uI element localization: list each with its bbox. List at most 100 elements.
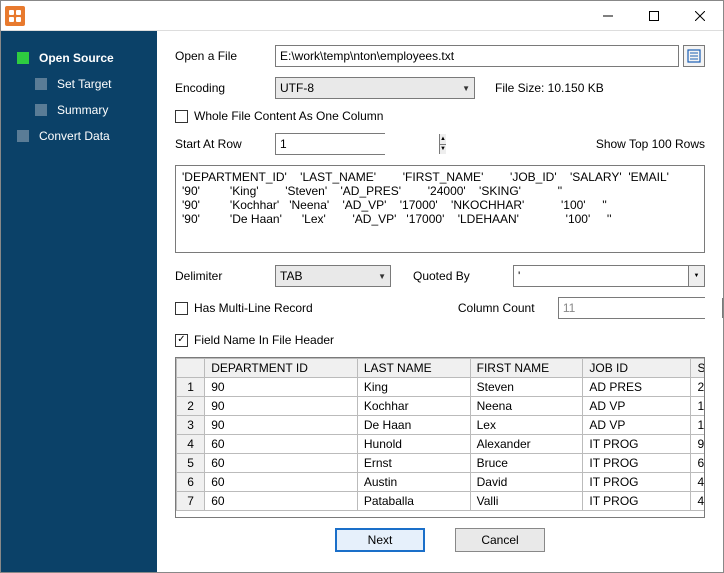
next-button[interactable]: Next <box>335 528 425 552</box>
encoding-select[interactable]: UTF-8 ▼ <box>275 77 475 99</box>
chevron-down-icon: ▼ <box>378 272 386 281</box>
table-cell[interactable]: AD VP <box>583 397 691 416</box>
cancel-button[interactable]: Cancel <box>455 528 545 552</box>
table-cell[interactable]: 4800 <box>691 473 705 492</box>
table-cell[interactable]: 24000 <box>691 378 705 397</box>
browse-file-button[interactable] <box>683 45 705 67</box>
table-row[interactable]: 660AustinDavidIT PROG4800D <box>177 473 706 492</box>
table-row[interactable]: 560ErnstBruceIT PROG6000B <box>177 454 706 473</box>
table-cell[interactable]: Neena <box>470 397 583 416</box>
table-cell[interactable]: Lex <box>470 416 583 435</box>
table-cell[interactable]: Bruce <box>470 454 583 473</box>
grid-corner <box>177 359 205 378</box>
header-checkbox[interactable]: ✓ <box>175 334 188 347</box>
step-indicator-icon <box>35 78 47 90</box>
table-cell[interactable]: King <box>357 378 470 397</box>
column-header[interactable]: FIRST NAME <box>470 359 583 378</box>
header-label: Field Name In File Header <box>194 333 334 347</box>
table-cell[interactable]: 60 <box>205 435 358 454</box>
encoding-value: UTF-8 <box>280 81 314 95</box>
sidebar-item-summary[interactable]: Summary <box>1 97 157 123</box>
table-cell[interactable]: Alexander <box>470 435 583 454</box>
sidebar-item-label: Open Source <box>39 51 114 65</box>
file-preview-box[interactable]: 'DEPARTMENT_ID' 'LAST_NAME' 'FIRST_NAME'… <box>175 165 705 253</box>
table-row[interactable]: 290KochharNeenaAD VP17000N <box>177 397 706 416</box>
table-row[interactable]: 460HunoldAlexanderIT PROG9000A <box>177 435 706 454</box>
chevron-down-icon: ▼ <box>462 84 470 93</box>
table-cell[interactable]: IT PROG <box>583 473 691 492</box>
column-count-spinner[interactable]: ▲▼ <box>558 297 705 319</box>
column-header[interactable]: DEPARTMENT ID <box>205 359 358 378</box>
step-indicator-icon <box>35 104 47 116</box>
table-cell[interactable]: IT PROG <box>583 454 691 473</box>
table-cell[interactable]: David <box>470 473 583 492</box>
column-count-label: Column Count <box>458 301 558 315</box>
app-window: Open Source Set Target Summary Convert Data… <box>0 0 724 573</box>
table-cell[interactable]: Austin <box>357 473 470 492</box>
sidebar-item-convert-data[interactable]: Convert Data <box>1 123 157 149</box>
multiline-checkbox[interactable] <box>175 302 188 315</box>
maximize-button[interactable] <box>631 1 677 31</box>
table-cell[interactable]: 17000 <box>691 416 705 435</box>
table-row[interactable]: 760PataballaValliIT PROG4800V <box>177 492 706 511</box>
table-cell[interactable]: De Haan <box>357 416 470 435</box>
table-cell[interactable]: 90 <box>205 397 358 416</box>
table-cell[interactable]: Kochhar <box>357 397 470 416</box>
table-row[interactable]: 190KingStevenAD PRES24000S <box>177 378 706 397</box>
table-cell[interactable]: 60 <box>205 473 358 492</box>
close-button[interactable] <box>677 1 723 31</box>
table-cell[interactable]: 17000 <box>691 397 705 416</box>
table-cell[interactable]: 9000 <box>691 435 705 454</box>
table-cell[interactable]: Steven <box>470 378 583 397</box>
table-row[interactable]: 390De HaanLexAD VP17000L <box>177 416 706 435</box>
column-header[interactable]: LAST NAME <box>357 359 470 378</box>
data-grid[interactable]: DEPARTMENT IDLAST NAMEFIRST NAMEJOB IDSA… <box>175 357 705 518</box>
table-cell[interactable]: Valli <box>470 492 583 511</box>
start-row-spinner[interactable]: ▲▼ <box>275 133 385 155</box>
sidebar-item-label: Summary <box>57 103 108 117</box>
show-top-label: Show Top 100 Rows <box>596 137 705 151</box>
table-cell[interactable]: AD VP <box>583 416 691 435</box>
table-cell[interactable]: Pataballa <box>357 492 470 511</box>
table-cell[interactable]: 90 <box>205 378 358 397</box>
row-number: 3 <box>177 416 205 435</box>
table-cell[interactable]: 60 <box>205 454 358 473</box>
spin-up-button[interactable]: ▲ <box>440 134 446 145</box>
spin-down-button[interactable]: ▼ <box>440 145 446 155</box>
table-cell[interactable]: Ernst <box>357 454 470 473</box>
button-bar: Next Cancel <box>175 518 705 564</box>
table-cell[interactable]: 6000 <box>691 454 705 473</box>
wizard-sidebar: Open Source Set Target Summary Convert Data <box>1 31 157 572</box>
minimize-button[interactable] <box>585 1 631 31</box>
quoted-by-label: Quoted By <box>413 269 513 283</box>
row-number: 4 <box>177 435 205 454</box>
whole-file-checkbox[interactable] <box>175 110 188 123</box>
chevron-down-icon[interactable]: ▼ <box>689 266 704 286</box>
table-cell[interactable]: 90 <box>205 416 358 435</box>
titlebar <box>1 1 723 31</box>
column-header[interactable]: JOB ID <box>583 359 691 378</box>
open-file-label: Open a File <box>175 49 275 63</box>
column-count-input[interactable] <box>559 298 722 318</box>
sidebar-item-set-target[interactable]: Set Target <box>1 71 157 97</box>
start-row-input[interactable] <box>276 134 439 154</box>
table-cell[interactable]: 60 <box>205 492 358 511</box>
table-cell[interactable]: 4800 <box>691 492 705 511</box>
row-number: 6 <box>177 473 205 492</box>
sidebar-item-open-source[interactable]: Open Source <box>1 45 157 71</box>
row-number: 7 <box>177 492 205 511</box>
row-number: 2 <box>177 397 205 416</box>
multiline-label: Has Multi-Line Record <box>194 301 313 315</box>
quoted-by-select[interactable]: ▼ <box>513 265 705 287</box>
sidebar-item-label: Convert Data <box>39 129 110 143</box>
table-cell[interactable]: IT PROG <box>583 435 691 454</box>
table-cell[interactable]: AD PRES <box>583 378 691 397</box>
file-path-input[interactable] <box>275 45 679 67</box>
table-cell[interactable]: Hunold <box>357 435 470 454</box>
quoted-by-input[interactable] <box>514 266 688 286</box>
table-cell[interactable]: IT PROG <box>583 492 691 511</box>
delimiter-select[interactable]: TAB ▼ <box>275 265 391 287</box>
column-header[interactable]: SALARY <box>691 359 705 378</box>
row-number: 5 <box>177 454 205 473</box>
file-size-label: File Size: 10.150 KB <box>495 81 604 95</box>
